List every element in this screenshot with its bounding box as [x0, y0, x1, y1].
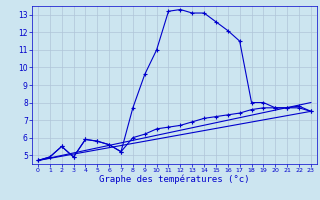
X-axis label: Graphe des températures (°c): Graphe des températures (°c) [99, 175, 250, 184]
